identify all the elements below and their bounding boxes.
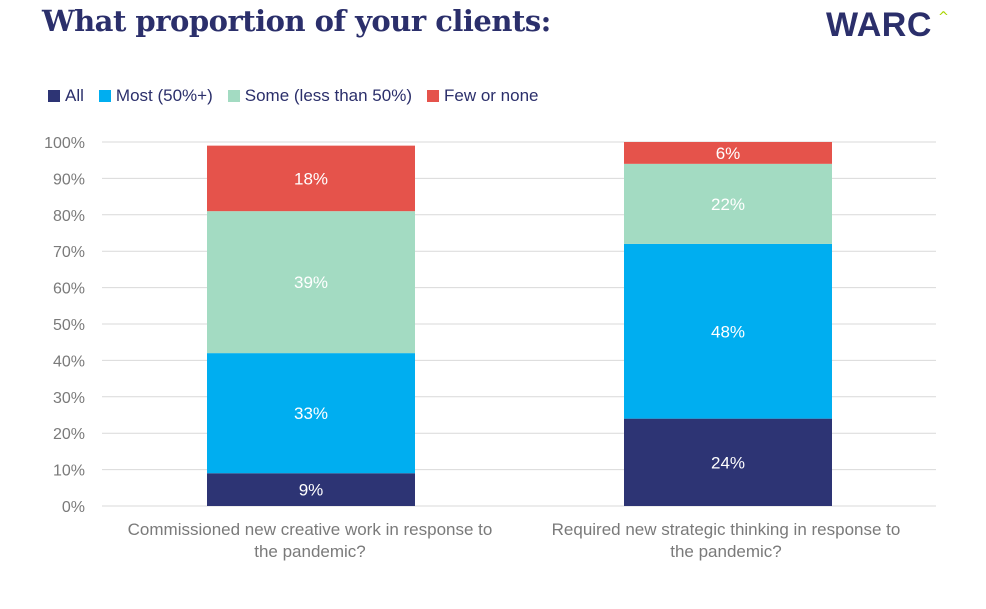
bar-segment xyxy=(624,418,832,506)
legend-item-most: Most (50%+) xyxy=(98,86,213,106)
category-label-2-line-1: Required new strategic thinking in respo… xyxy=(551,520,901,539)
data-label: 39% xyxy=(294,273,328,292)
legend-item-some: Some (less than 50%) xyxy=(227,86,412,106)
bar-segment xyxy=(624,163,832,244)
y-tick-label: 0% xyxy=(62,499,85,516)
y-tick-label: 20% xyxy=(53,426,85,443)
legend-swatch-some xyxy=(227,90,240,102)
y-tick-label: 70% xyxy=(53,244,85,261)
category-label-2-line-2: the pandemic? xyxy=(670,542,782,561)
data-label: 6% xyxy=(716,144,741,163)
legend-swatch-few xyxy=(427,90,439,102)
y-tick-label: 90% xyxy=(53,171,85,188)
y-tick-label: 40% xyxy=(53,353,85,370)
legend-label-all: All xyxy=(65,86,84,105)
legend-item-few: Few or none xyxy=(427,86,539,106)
category-label-1-line-2: the pandemic? xyxy=(254,542,366,561)
bar-segment xyxy=(207,211,415,354)
legend-swatch-all xyxy=(48,90,60,102)
y-tick-label: 50% xyxy=(53,317,85,334)
chart-title: What proportion of your clients: xyxy=(42,4,551,38)
legend-item-all: All xyxy=(48,86,84,106)
y-tick-label: 80% xyxy=(53,208,85,225)
data-label: 24% xyxy=(711,453,745,472)
bar-segment xyxy=(207,473,415,506)
legend-swatch-most xyxy=(98,90,111,102)
bar-segment xyxy=(207,145,415,212)
category-label-1-line-1: Commissioned new creative work in respon… xyxy=(127,520,493,539)
bar-segment xyxy=(207,353,415,474)
data-label: 48% xyxy=(711,322,745,341)
category-label-1: Commissioned new creative work in respon… xyxy=(100,519,520,563)
y-tick-label: 10% xyxy=(53,463,85,480)
warc-logo: WARC xyxy=(826,6,932,44)
legend-label-most: Most (50%+) xyxy=(115,86,213,105)
data-label: 9% xyxy=(299,481,324,500)
data-label: 33% xyxy=(294,404,328,423)
logo-caret-icon: ^ xyxy=(938,10,949,25)
y-tick-label: 60% xyxy=(53,281,85,298)
bar-segment xyxy=(624,243,832,419)
y-tick-label: 100% xyxy=(44,135,85,152)
legend: All Most (50%+) Some (less than 50%) Few… xyxy=(48,86,554,106)
y-tick-label: 30% xyxy=(53,390,85,407)
category-label-2: Required new strategic thinking in respo… xyxy=(516,519,936,563)
data-label: 18% xyxy=(294,169,328,188)
legend-label-few: Few or none xyxy=(444,86,539,105)
bar-segment xyxy=(624,142,832,164)
legend-label-some: Some (less than 50%) xyxy=(244,86,412,105)
data-label: 22% xyxy=(711,195,745,214)
